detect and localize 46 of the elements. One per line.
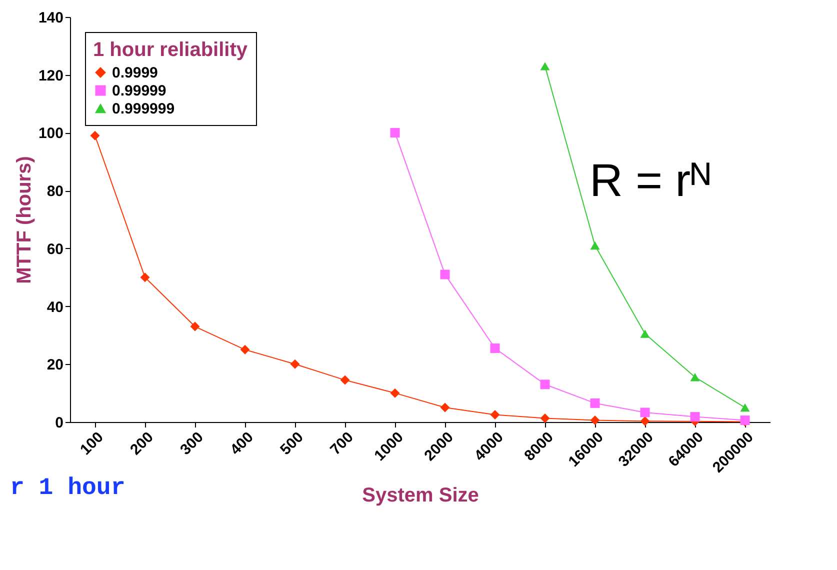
point — [490, 343, 500, 353]
text: r 1 hour — [10, 475, 126, 502]
point — [290, 359, 300, 369]
point — [390, 128, 400, 138]
point — [640, 416, 650, 426]
point — [490, 410, 500, 420]
point — [690, 412, 700, 422]
point — [540, 380, 550, 390]
x-tick-label: 400 — [227, 428, 257, 459]
legend-label: 0.99999 — [112, 82, 166, 100]
point — [140, 272, 150, 282]
y-tick-label: 120 — [38, 67, 64, 84]
legend-title: 1 hour reliability — [93, 39, 248, 61]
point — [590, 398, 600, 408]
legend-label: 0.999999 — [112, 100, 175, 118]
point — [90, 130, 100, 140]
y-tick-label: 80 — [46, 183, 64, 200]
x-tick-label: 300 — [177, 428, 207, 459]
point — [190, 322, 200, 332]
x-axis-title: System Size — [362, 484, 479, 506]
y-tick-label: 0 — [55, 414, 64, 432]
x-tick-label: 700 — [327, 428, 357, 459]
x-tick-label: 200 — [127, 428, 157, 459]
y-tick-label: 20 — [46, 356, 64, 374]
point — [640, 408, 650, 418]
y-tick-label: 100 — [38, 125, 64, 142]
point — [590, 241, 600, 250]
annotation: R = rᴺ — [590, 154, 710, 206]
y-axis-title: MTTF (hours) — [13, 156, 36, 284]
point — [590, 416, 600, 426]
point — [640, 330, 650, 338]
point — [340, 375, 350, 385]
x-tick-label: 100 — [77, 428, 107, 459]
point — [740, 403, 750, 412]
point — [240, 344, 250, 354]
point — [540, 62, 550, 70]
point — [540, 413, 550, 423]
y-tick-label: 140 — [38, 10, 64, 26]
y-tick-label: 40 — [46, 298, 64, 316]
legend-label: 0.9999 — [112, 64, 158, 82]
point — [440, 270, 450, 280]
point — [390, 388, 400, 398]
y-tick-label: 60 — [46, 240, 64, 258]
point — [440, 402, 450, 412]
point — [690, 373, 700, 382]
x-tick-label: 500 — [277, 428, 307, 459]
